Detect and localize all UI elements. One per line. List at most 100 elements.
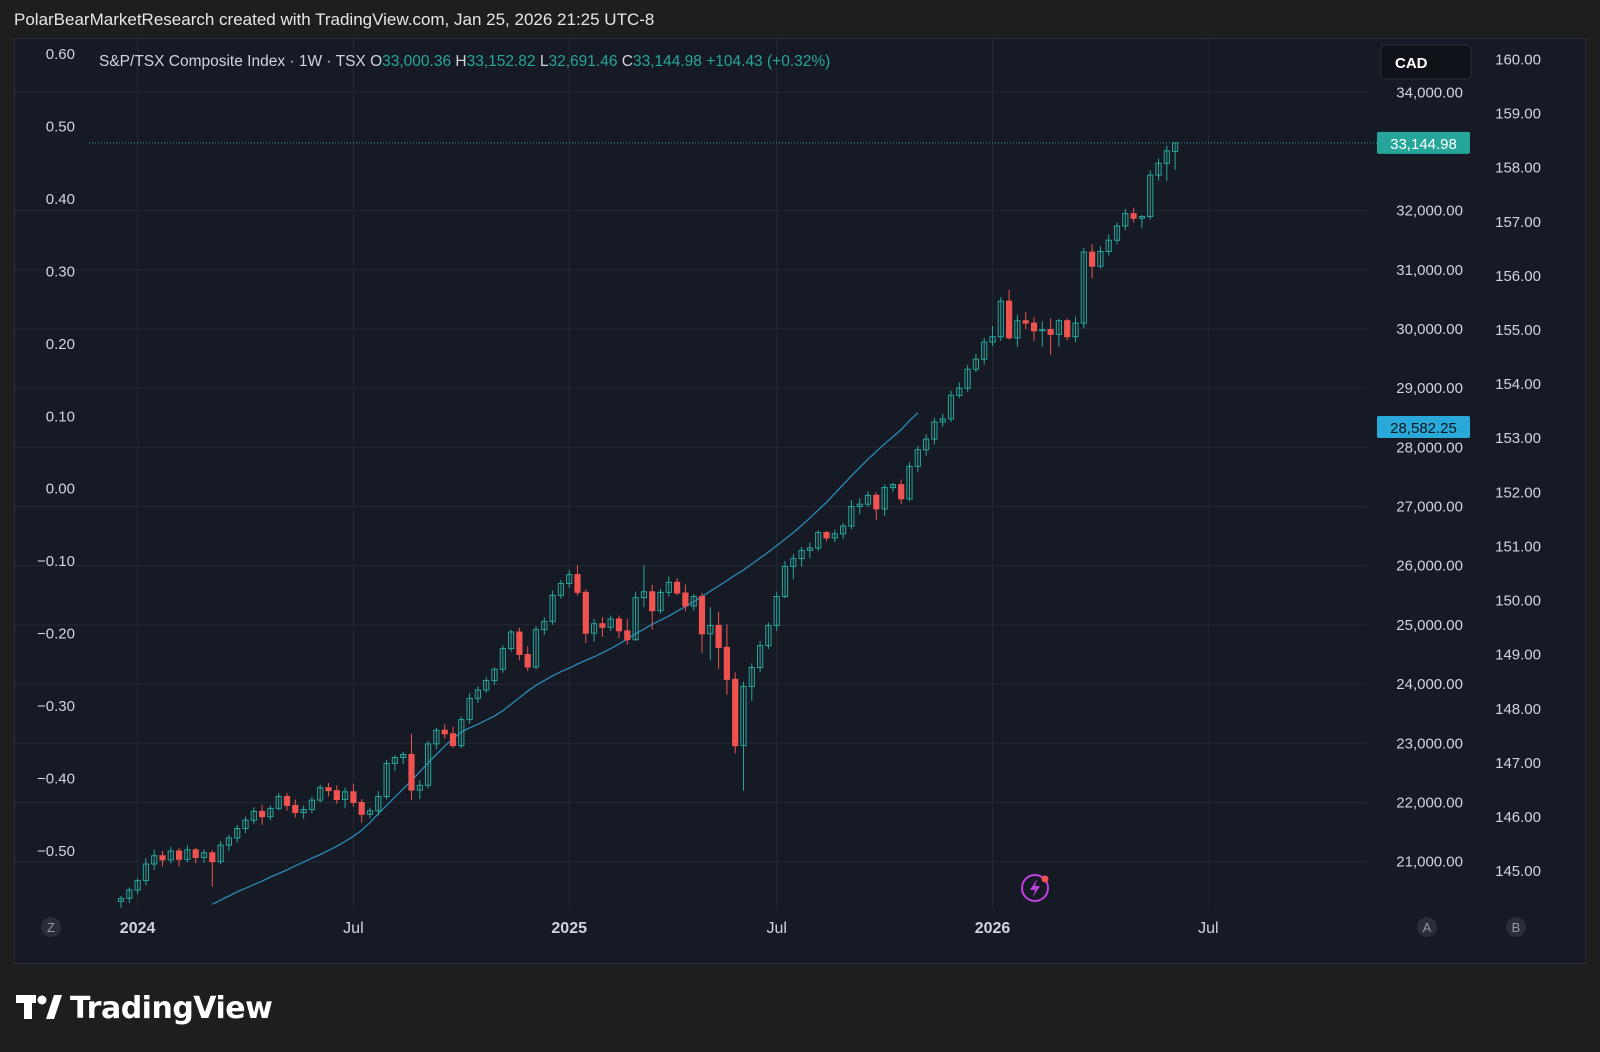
candle-body [134,880,141,891]
last-price-badge-label: 33,144.98 [1390,136,1457,153]
main-axis-tick-label: 29,000.00 [1396,380,1463,397]
candle-body [508,631,515,650]
legend-part: 33,000.36 [382,53,455,70]
candle-body [1055,320,1063,335]
time-axis-tick-label: Jul [1198,920,1218,937]
candle-body [167,850,174,861]
candle-body [574,574,581,593]
candle-body [732,678,739,747]
scale-button-right[interactable] [1506,917,1526,937]
currency-button[interactable] [1380,44,1472,80]
candle-body [1072,322,1079,338]
candle-body [159,855,166,861]
candle-body [665,581,672,593]
candle-body [715,625,722,648]
candle-body [1064,320,1071,338]
candle-body [358,801,365,815]
candle-body [317,787,324,801]
right-axis-tick-label: 158.00 [1495,160,1541,177]
right-axis-tick-label: 145.00 [1495,863,1541,880]
candle-body [267,807,274,818]
moving-average-line [212,412,919,905]
candle-body [366,810,374,815]
candle-body [441,729,448,735]
candle-body [881,487,888,510]
main-axis-tick-label: 32,000.00 [1396,203,1463,220]
candle-body [947,394,955,420]
candle-body [491,668,498,682]
candle-body [292,804,299,814]
candle-body [906,465,913,500]
alert-icon[interactable] [1021,874,1049,902]
candle-body [1105,239,1112,252]
candle-body [350,791,357,803]
last-price-badge [1377,131,1470,154]
main-axis-tick-label: 23,000.00 [1396,735,1463,752]
candle-body [176,850,183,860]
left-axis-tick-label: 0.20 [46,336,75,353]
main-axis-tick-label: 31,000.00 [1396,262,1463,279]
candle-body [259,810,266,818]
candle-body [275,796,282,809]
candle-body [333,790,340,801]
tradingview-logo[interactable]: TradingView [16,988,273,1028]
candle-body [499,648,506,670]
candle-body [1138,216,1146,219]
left-axis-tick-label: 0.60 [46,46,75,63]
main-axis-tick-label: 34,000.00 [1396,84,1463,101]
main-axis-tick-label: 30,000.00 [1396,321,1463,338]
candle-body [624,630,631,641]
candle-body [707,625,714,635]
scale-button-left[interactable] [41,917,61,937]
candle-body [823,532,830,539]
left-axis-tick-label: −0.10 [37,553,75,570]
candle-body [566,574,573,584]
candle-body [250,810,257,821]
right-axis-tick-label: 151.00 [1495,538,1541,555]
candle-body [142,863,150,882]
candle-body [1163,150,1170,164]
candle-body [184,849,191,860]
candle-body [997,300,1004,338]
right-axis-tick-label: 156.00 [1495,268,1541,285]
candle-body [383,762,390,798]
left-axis-tick-label: 0.00 [46,481,75,498]
left-axis-tick-label: −0.50 [37,843,75,860]
time-axis-tick-label: 2025 [551,920,587,937]
candle-body [939,418,946,423]
candle-body [1022,320,1029,324]
price-chart[interactable]: 21,000.00 22,000.00 23,000.00 24,000.00 25,0… [15,39,1587,965]
candle-body [200,852,208,859]
candle-body [989,336,996,343]
right-axis-tick-label: 159.00 [1495,106,1541,123]
scale-button-auto[interactable] [1417,917,1437,937]
right-axis-tick-label: 153.00 [1495,430,1541,447]
alert-dot-icon [1041,875,1049,883]
right-axis-tick-label: 154.00 [1495,376,1541,393]
candle-body [682,592,689,607]
candle-body [1039,329,1046,332]
candle-body [773,596,780,627]
main-axis-tick-label: 28,000.00 [1396,439,1463,456]
moving-average-badge-label: 28,582.25 [1390,420,1457,437]
candle-body [599,623,606,628]
legend-part: O [370,53,382,70]
candle-body [798,549,805,560]
candle-body [1097,250,1104,267]
candle-body [848,506,855,527]
candle-body [242,819,249,830]
candle-body [607,618,614,628]
candle-body [898,484,905,500]
right-axis-tick-label: 150.00 [1495,593,1541,610]
candle-body [1147,174,1154,218]
right-axis-tick-label: 160.00 [1495,51,1541,68]
main-axis-tick-label: 22,000.00 [1396,794,1463,811]
candle-body [209,852,216,863]
candle-body [1113,225,1121,241]
candle-body [1089,251,1096,267]
candle-body [972,358,979,370]
time-axis-tick-label: Jul [343,920,363,937]
right-axis-tick-label: 146.00 [1495,809,1541,826]
candle-body [632,597,639,641]
candle-body [981,341,988,360]
